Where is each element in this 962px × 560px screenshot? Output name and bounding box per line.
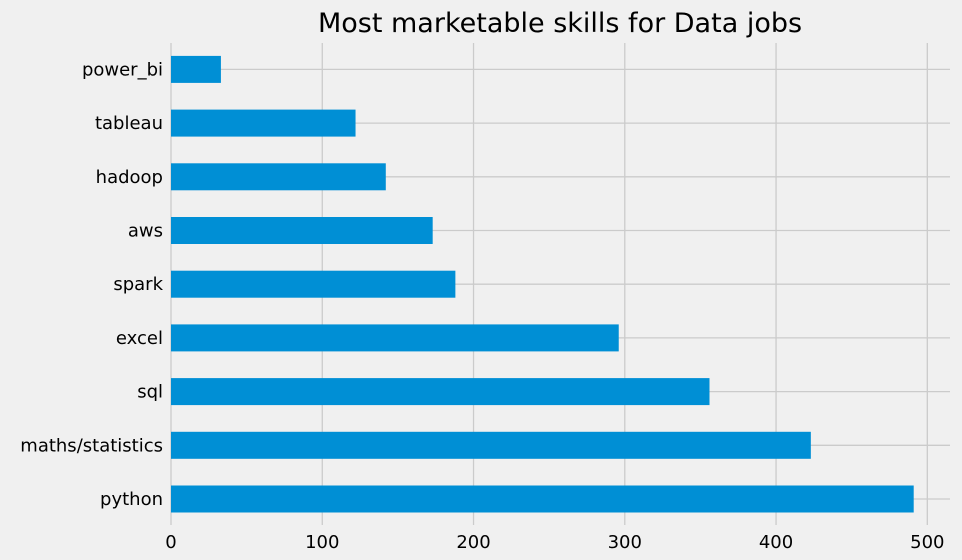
- y-tick-label: sql: [137, 382, 163, 403]
- bar-spark: [171, 270, 456, 298]
- x-tick-label: 0: [165, 532, 176, 553]
- y-tick-label: aws: [128, 221, 163, 242]
- x-axis-ticks: 0 100 200 300 400 500: [165, 532, 944, 553]
- y-tick-label: tableau: [95, 113, 163, 134]
- bar-hadoop: [171, 163, 386, 191]
- bar-aws: [171, 217, 433, 244]
- y-tick-label: hadoop: [96, 167, 163, 188]
- bar-maths-statistics: [171, 431, 811, 459]
- x-tick-label: 200: [456, 532, 490, 553]
- x-tick-label: 100: [305, 532, 339, 553]
- y-tick-label: excel: [116, 328, 163, 349]
- x-tick-label: 300: [608, 532, 642, 553]
- y-tick-label: python: [100, 489, 163, 510]
- bar-python: [171, 485, 914, 513]
- y-tick-label: spark: [113, 274, 163, 295]
- y-axis-ticks: python maths/statistics sql excel spark aws ha…: [20, 59, 163, 510]
- y-tick-label: maths/statistics: [20, 435, 163, 456]
- bars: [171, 55, 914, 513]
- chart-title: Most marketable skills for Data jobs: [318, 8, 802, 39]
- x-tick-label: 400: [759, 532, 793, 553]
- bar-sql: [171, 378, 710, 406]
- bar-power-bi: [171, 55, 221, 83]
- bar-tableau: [171, 109, 356, 137]
- y-tick-label: power_bi: [82, 59, 163, 80]
- bar-excel: [171, 324, 619, 352]
- x-tick-label: 500: [910, 532, 944, 553]
